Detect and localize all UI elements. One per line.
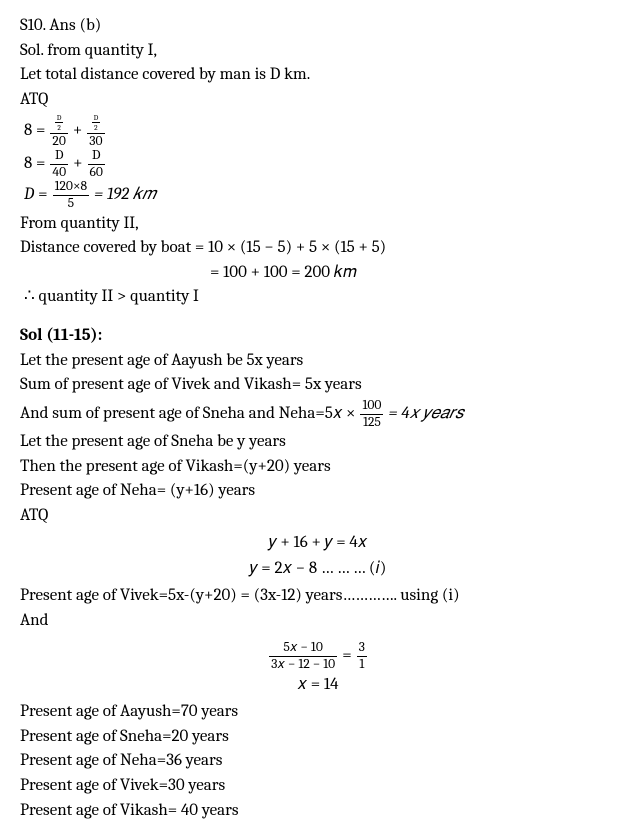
s10-let-dist: Let total distance covered by man is D k…: [20, 63, 616, 88]
s11-l8: Present age of Vivek=5x-(y+20) = (3x-12)…: [20, 584, 616, 609]
eq3-frac: 120×8 5: [53, 180, 90, 210]
s10-sol-from-q1: Sol. from quantity I,: [20, 39, 616, 64]
s11-r2: Present age of Sneha=20 years: [20, 725, 616, 750]
s10-eq3: D = 120×8 5 = 192 𝑘𝑚: [20, 180, 616, 210]
s10-boat-line1: Distance covered by boat = 10 × (15 − 5)…: [20, 236, 616, 261]
s11-eqA: 𝑦 + 16 + 𝑦 = 4𝑥: [20, 531, 616, 556]
s11-l3-frac: 100 125: [360, 399, 383, 429]
s11-l9: And: [20, 609, 616, 634]
eq1-frac1: D2 20: [50, 114, 67, 149]
s11-eqB: 𝑦 = 2𝑥 − 8 … … … (𝑖): [20, 557, 616, 582]
s11-l1: Let the present age of Aayush be 5x year…: [20, 349, 616, 374]
s11-l3a: And sum of present age of Sneha and Neha…: [20, 402, 355, 427]
s11-r1: Present age of Aayush=70 years: [20, 700, 616, 725]
eq2-lhs: 8 =: [24, 152, 45, 177]
s10-heading: S10. Ans (b): [20, 14, 616, 39]
s10-boat-line2: = 100 + 100 = 200 𝑘𝑚: [20, 261, 616, 286]
s11-heading: Sol (11-15):: [20, 324, 616, 349]
s10-from-q2: From quantity II,: [20, 212, 616, 237]
eq1-frac2: D2 30: [87, 114, 104, 149]
eq3-eq: =: [38, 183, 47, 208]
s11-l4: Let the present age of Sneha be y years: [20, 430, 616, 455]
s11-r5: Present age of Vikash= 40 years: [20, 799, 616, 823]
s11-l7: ATQ: [20, 504, 616, 529]
eqC-right-frac: 3 1: [357, 641, 367, 671]
eq3-lhs: D: [24, 183, 34, 208]
s11-l5: Then the present age of Vikash=(y+20) ye…: [20, 455, 616, 480]
s10-conclusion: ∴ quantity II > quantity I: [20, 285, 616, 310]
eq2-frac1: D 40: [50, 149, 68, 179]
eqC-left-frac: 5𝑥 − 10 3𝑥 − 12 − 10: [269, 641, 337, 671]
eq2-frac2: D 60: [88, 149, 105, 179]
eq1-lhs: 8 =: [24, 119, 45, 144]
eqC-eq: =: [342, 644, 351, 669]
s11-eqD: 𝑥 = 14: [20, 673, 616, 698]
s11-l6: Present age of Neha= (y+16) years: [20, 479, 616, 504]
s11-l3b: = 4𝑥 𝑦𝑒𝑎𝑟𝑠: [388, 402, 463, 427]
plus-2: +: [73, 152, 82, 177]
s10-eq1: 8 = D2 20 + D2 30: [20, 114, 616, 149]
s11-l3: And sum of present age of Sneha and Neha…: [20, 399, 616, 429]
s11-r3: Present age of Neha=36 years: [20, 749, 616, 774]
s11-eqC: 5𝑥 − 10 3𝑥 − 12 − 10 = 3 1: [20, 635, 616, 671]
plus-1: +: [73, 119, 82, 144]
s10-atq: ATQ: [20, 88, 616, 113]
s11-l2: Sum of present age of Vivek and Vikash= …: [20, 373, 616, 398]
eq3-result: = 192 𝑘𝑚: [94, 183, 156, 208]
s11-r4: Present age of Vivek=30 years: [20, 774, 616, 799]
s10-eq2: 8 = D 40 + D 60: [20, 149, 616, 179]
